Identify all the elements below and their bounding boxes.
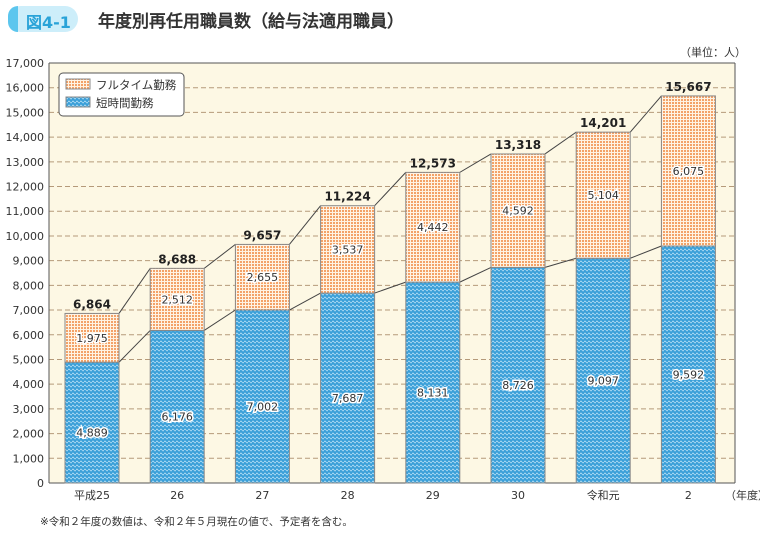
data-label-short-time: 7,002 xyxy=(247,401,279,414)
bar-short-time xyxy=(660,245,716,484)
figure-label: 図4-1 xyxy=(26,13,71,32)
x-tick-label: 2 xyxy=(685,489,692,502)
data-label-short-time: 9,592 xyxy=(673,369,705,382)
data-label-total: 11,224 xyxy=(324,190,370,204)
connector-line xyxy=(374,281,406,294)
y-tick-label: 1,000 xyxy=(13,452,45,465)
data-label-short-time: 6,176 xyxy=(161,411,193,424)
y-tick-label: 3,000 xyxy=(13,403,45,416)
bar-full-time xyxy=(149,267,205,331)
bar-full-time xyxy=(320,205,376,294)
y-tick-label: 17,000 xyxy=(6,57,45,70)
connector-line xyxy=(118,268,151,314)
bar-full-time xyxy=(234,243,290,311)
x-tick-label: 29 xyxy=(426,489,440,502)
bar-full-time xyxy=(64,312,120,363)
bar-full-time xyxy=(575,131,631,259)
bar-short-time xyxy=(64,361,120,484)
data-label-total: 15,667 xyxy=(665,80,711,94)
data-label-total: 6,864 xyxy=(73,297,111,311)
y-tick-label: 14,000 xyxy=(6,131,45,144)
legend-swatch xyxy=(65,78,91,90)
y-tick-label: 16,000 xyxy=(6,82,45,95)
data-label-full-time: 6,075 xyxy=(673,165,705,178)
x-tick-label: 27 xyxy=(255,489,269,502)
data-label-total: 9,657 xyxy=(243,228,281,242)
y-tick-label: 13,000 xyxy=(6,156,45,169)
figure-badge: 図4-1 xyxy=(8,6,78,32)
footnote: ※令和２年度の数値は、令和２年５月現在の値で、予定者を含む。 xyxy=(40,516,353,528)
connector-line xyxy=(203,309,236,331)
legend-label: フルタイム勤務 xyxy=(96,78,177,92)
y-tick-label: 5,000 xyxy=(13,353,45,366)
connector-line xyxy=(289,205,321,245)
connector-line xyxy=(544,131,577,155)
legend-swatch xyxy=(65,96,91,108)
connector-line xyxy=(630,245,662,259)
y-tick-label: 10,000 xyxy=(6,230,45,243)
bar-short-time xyxy=(320,292,376,484)
connector-line xyxy=(374,172,407,207)
bar-short-time xyxy=(149,329,205,484)
y-tick-label: 15,000 xyxy=(6,106,45,119)
data-label-full-time: 1,975 xyxy=(76,332,108,345)
data-label-full-time: 4,442 xyxy=(417,221,449,234)
data-label-total: 12,573 xyxy=(410,156,456,170)
connector-line xyxy=(289,292,321,311)
chart-title: 年度別再任用職員数（給与法適用職員） xyxy=(98,12,404,32)
y-tick-label: 4,000 xyxy=(13,378,45,391)
unit-label: （単位：人） xyxy=(680,46,746,59)
connector-line xyxy=(629,95,662,133)
data-label-full-time: 2,655 xyxy=(247,271,279,284)
data-label-full-time: 3,537 xyxy=(332,243,364,256)
data-label-total: 13,318 xyxy=(495,138,541,152)
y-tick-label: 0 xyxy=(37,477,44,490)
bar-short-time xyxy=(575,257,631,484)
x-tick-label: 28 xyxy=(341,489,355,502)
connector-line xyxy=(459,266,492,283)
y-tick-label: 11,000 xyxy=(6,205,45,218)
y-tick-label: 8,000 xyxy=(13,279,45,292)
y-tick-label: 9,000 xyxy=(13,255,45,268)
bar-short-time xyxy=(405,281,461,484)
data-label-short-time: 8,131 xyxy=(417,387,449,400)
bar-full-time xyxy=(660,95,716,247)
legend-label: 短時間勤務 xyxy=(96,96,154,110)
connector-line xyxy=(544,257,577,268)
bar-full-time xyxy=(405,171,461,283)
y-tick-label: 7,000 xyxy=(13,304,45,317)
bar-short-time xyxy=(234,309,290,484)
data-label-full-time: 2,512 xyxy=(161,293,193,306)
data-label-full-time: 5,104 xyxy=(587,189,619,202)
data-label-short-time: 9,097 xyxy=(587,375,619,388)
data-label-full-time: 4,592 xyxy=(502,205,534,218)
x-tick-label: 令和元 xyxy=(587,488,620,502)
data-label-total: 8,688 xyxy=(158,252,196,266)
bar-full-time xyxy=(490,153,546,268)
x-tick-label: 平成25 xyxy=(74,489,110,502)
x-tick-label: 30 xyxy=(511,489,525,502)
data-label-short-time: 7,687 xyxy=(332,392,364,405)
x-tick-label: 26 xyxy=(170,489,184,502)
connector-line xyxy=(203,244,236,269)
bar-short-time xyxy=(490,266,546,484)
y-tick-label: 2,000 xyxy=(13,428,45,441)
data-label-short-time: 4,889 xyxy=(76,427,108,440)
y-tick-label: 6,000 xyxy=(13,329,45,342)
x-axis-suffix: （年度） xyxy=(725,488,760,502)
connector-line xyxy=(118,330,151,363)
data-label-short-time: 8,726 xyxy=(502,379,534,392)
data-label-total: 14,201 xyxy=(580,116,626,130)
connector-line xyxy=(459,153,492,173)
y-tick-label: 12,000 xyxy=(6,181,45,194)
